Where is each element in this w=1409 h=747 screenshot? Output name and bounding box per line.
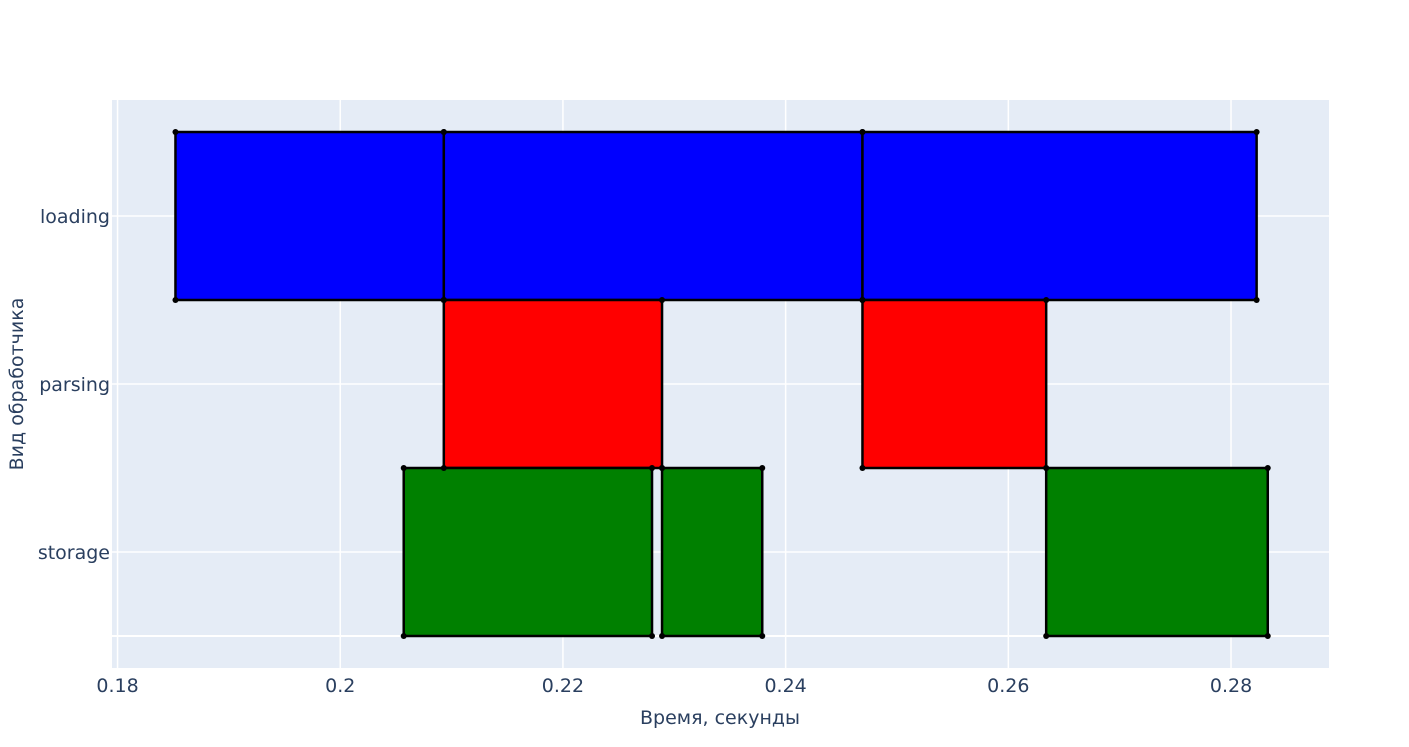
bar-corner-marker — [659, 297, 666, 303]
y-axis-ticks: storage parsing loading — [38, 206, 110, 564]
y-tick-label-storage: storage — [38, 542, 110, 564]
bar-corner-marker — [172, 129, 179, 135]
bar-corner-marker — [659, 633, 666, 639]
bar-corner-marker — [172, 297, 179, 303]
bar-corner-marker — [400, 633, 407, 639]
bar-storage — [660, 466, 764, 638]
bar-loading — [861, 130, 1258, 302]
bar-corner-marker — [649, 633, 656, 639]
bars-layer — [174, 130, 1270, 638]
bar-corner-marker — [859, 297, 866, 303]
bar-parsing — [442, 298, 664, 470]
bar-loading — [442, 130, 864, 302]
bar-corner-marker — [859, 129, 866, 135]
x-tick-label: 0.22 — [542, 675, 584, 697]
bar-corner-marker — [659, 465, 666, 471]
bar-corner-marker — [400, 465, 407, 471]
bar-corner-marker — [1043, 465, 1050, 471]
bar-storage — [402, 466, 654, 638]
bar-corner-marker — [440, 297, 447, 303]
markers-layer — [172, 129, 1271, 639]
x-tick-label: 0.28 — [1210, 675, 1252, 697]
bar-parsing — [861, 298, 1048, 470]
bar-corner-marker — [859, 465, 866, 471]
bar-corner-marker — [1253, 129, 1260, 135]
bar-corner-marker — [759, 633, 766, 639]
bar-loading — [174, 130, 446, 302]
bar-corner-marker — [1253, 297, 1260, 303]
bar-corner-marker — [1264, 633, 1271, 639]
x-tick-label: 0.2 — [325, 675, 355, 697]
bar-storage — [1044, 466, 1270, 638]
x-tick-label: 0.18 — [96, 675, 138, 697]
bar-corner-marker — [649, 465, 656, 471]
bar-corner-marker — [440, 465, 447, 471]
y-tick-label-parsing: parsing — [39, 374, 110, 396]
bar-corner-marker — [1043, 297, 1050, 303]
x-tick-label: 0.24 — [764, 675, 806, 697]
y-tick-label-loading: loading — [40, 206, 110, 228]
y-axis-title: Вид обработчика — [6, 298, 28, 471]
bar-corner-marker — [1043, 633, 1050, 639]
x-axis-ticks: 0.18 0.2 0.22 0.24 0.26 0.28 — [96, 675, 1252, 697]
x-axis-title: Время, секунды — [640, 707, 800, 729]
bar-corner-marker — [440, 129, 447, 135]
bar-corner-marker — [759, 465, 766, 471]
x-tick-label: 0.26 — [987, 675, 1029, 697]
bar-corner-marker — [1264, 465, 1271, 471]
